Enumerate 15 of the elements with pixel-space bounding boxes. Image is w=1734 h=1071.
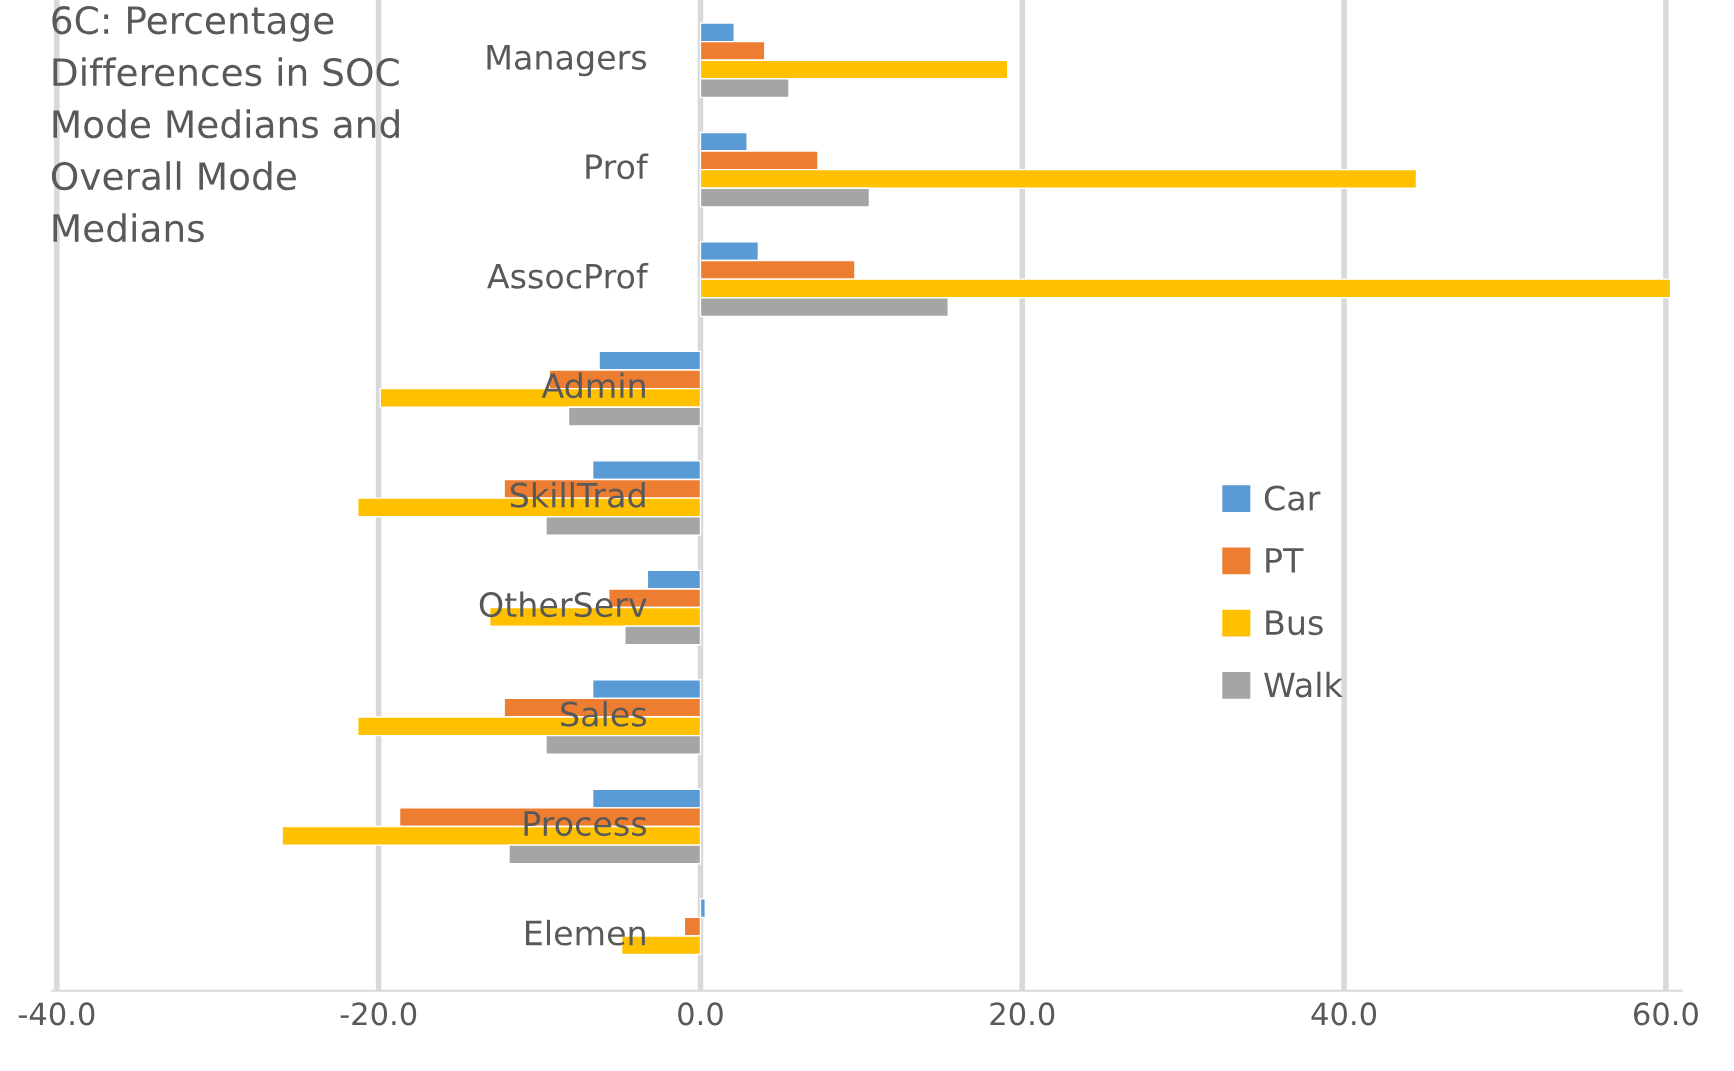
y-tick-label: Elemen [526, 919, 645, 946]
legend-label: Car [1264, 485, 1321, 511]
x-tick-label: 60.0 [1634, 1002, 1698, 1026]
y-tick-label: AssocProf [487, 263, 649, 289]
y-tick-label: Managers [487, 45, 647, 77]
legend-label: Walk [1264, 671, 1343, 698]
x-tick-label: 40.0 [1311, 1002, 1377, 1026]
x-tick-label: -20.0 [340, 1002, 417, 1026]
x-tick-label: -40.0 [18, 1002, 95, 1026]
legend-label: Bus [1266, 610, 1323, 636]
x-tick-label: 20.0 [990, 1002, 1055, 1026]
text: 6C: Percentage Differences in SOC Mode Medians and Overall Mode Medians [51, 6, 399, 243]
legend-label: PT [1266, 548, 1304, 573]
x-tick-label: 0.0 [678, 1002, 723, 1026]
y-tick-label: Prof [586, 153, 649, 180]
